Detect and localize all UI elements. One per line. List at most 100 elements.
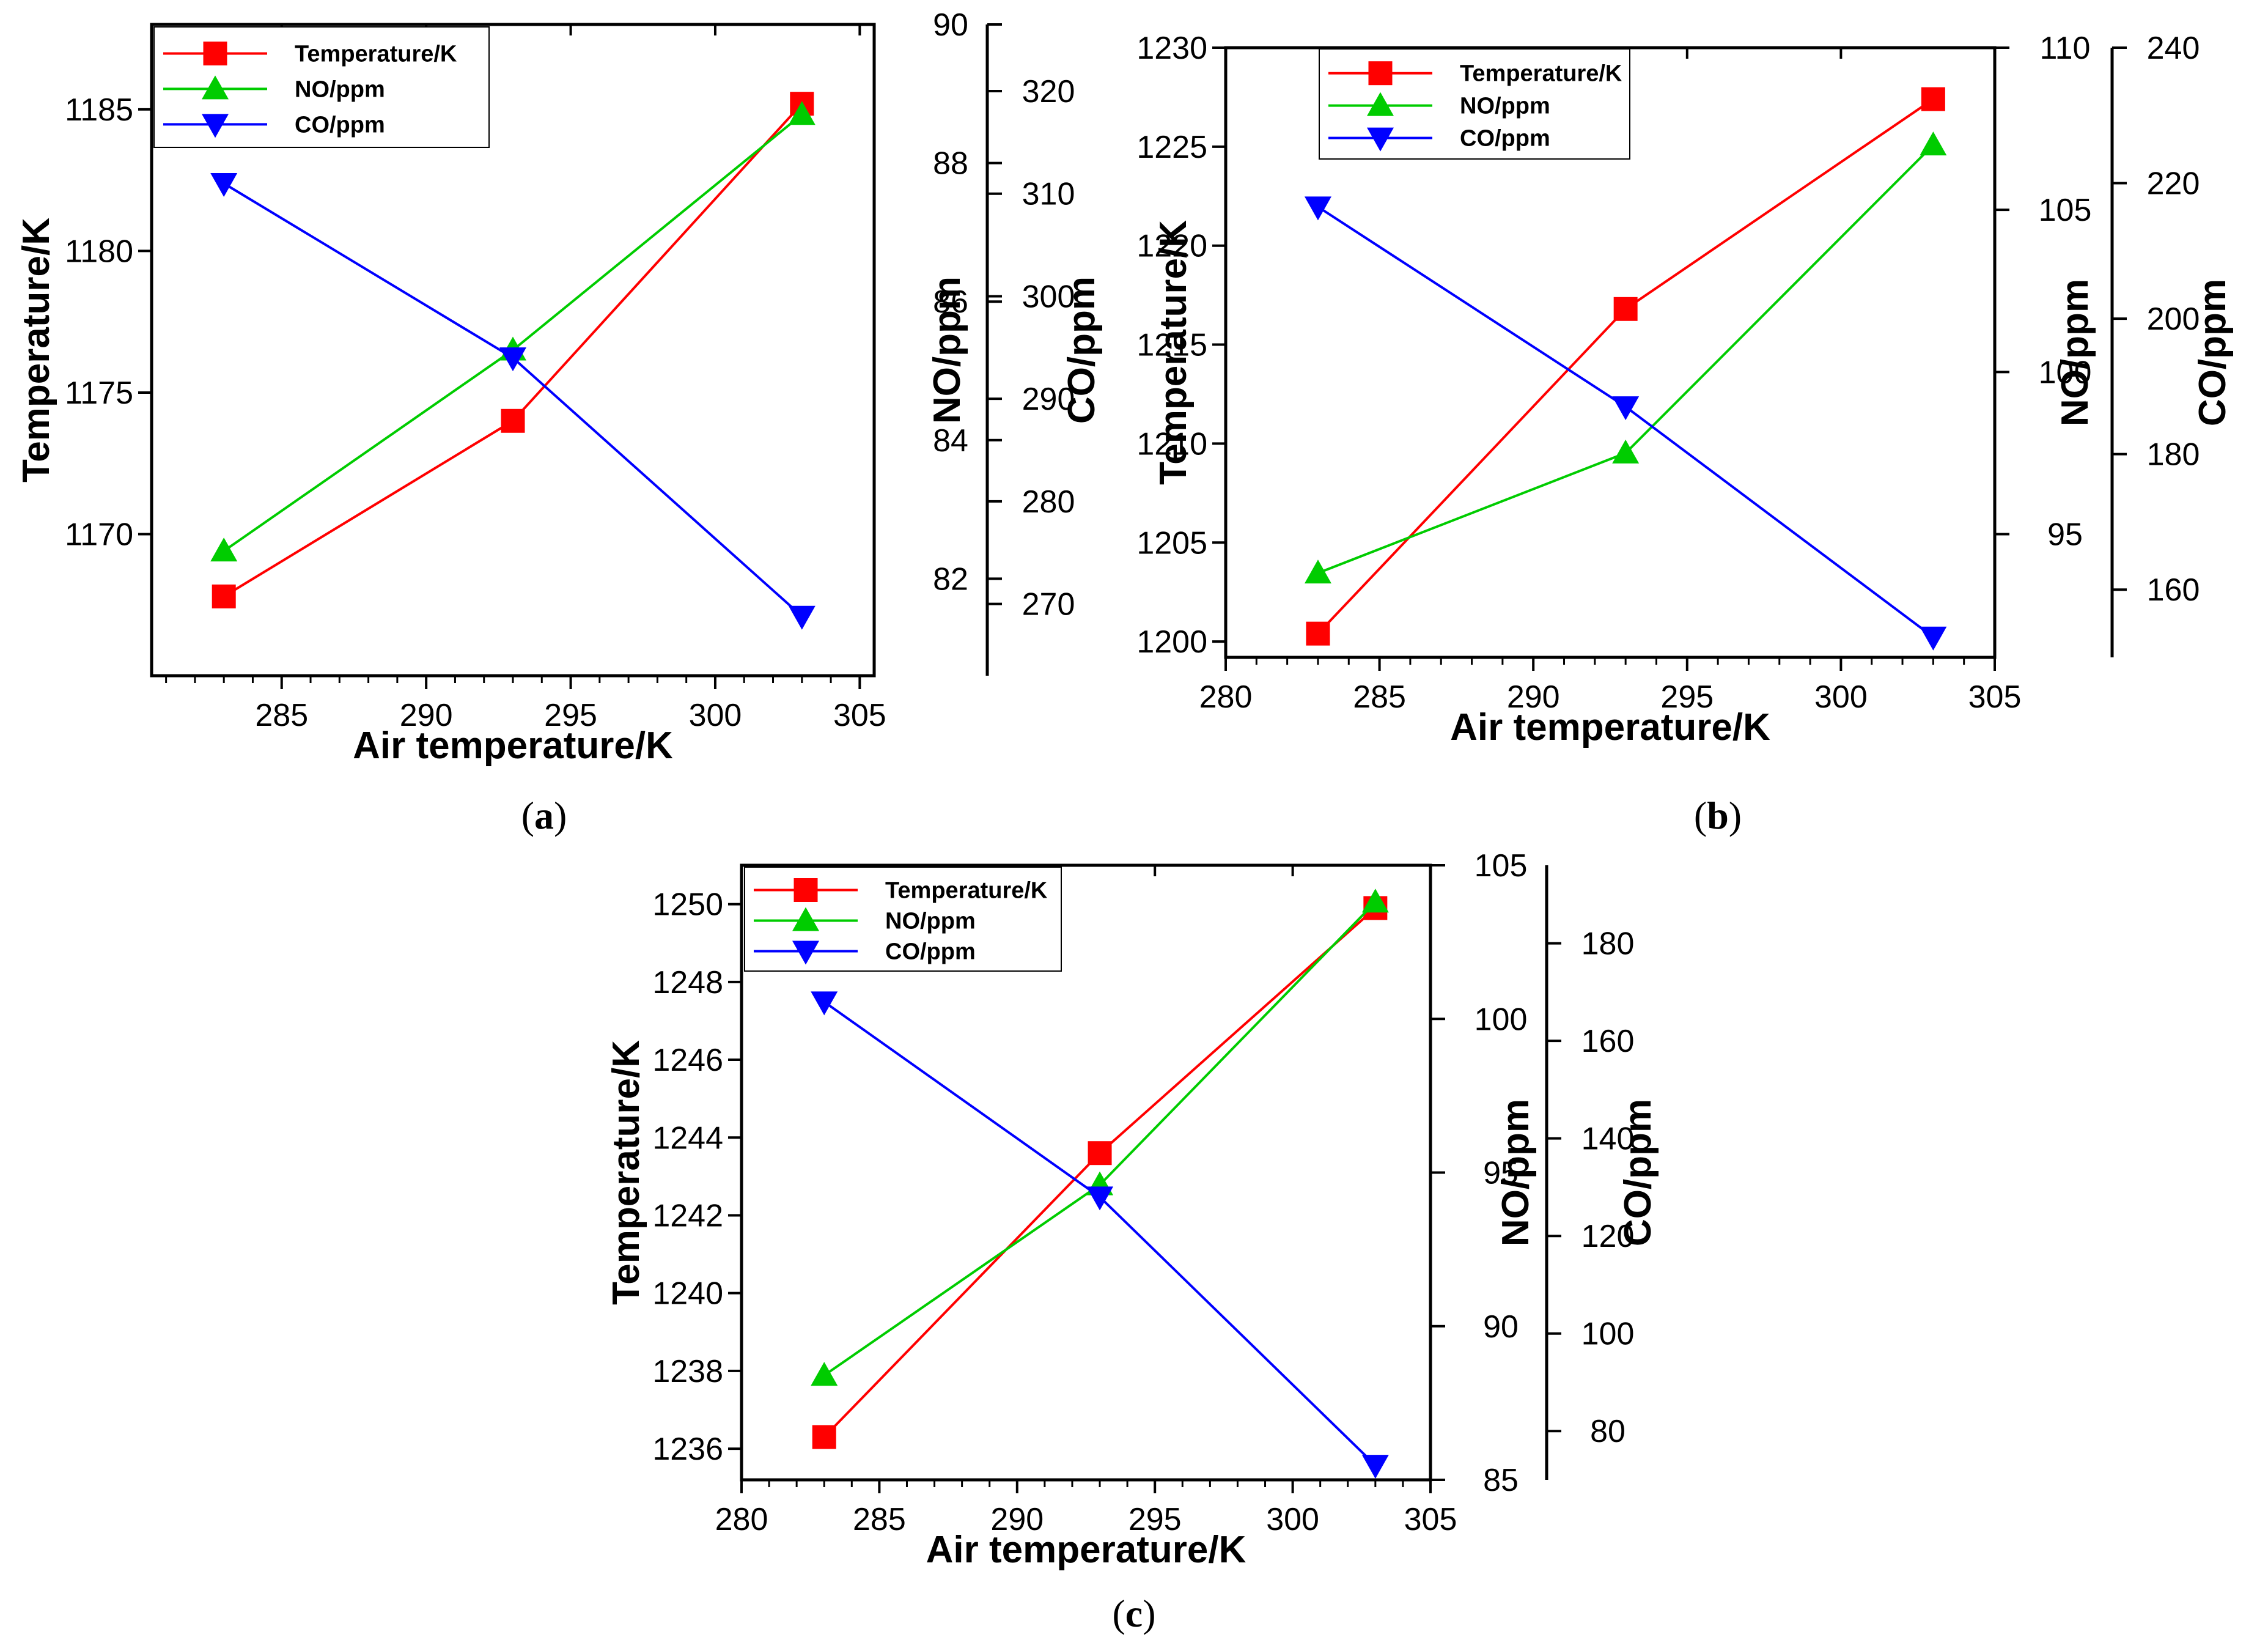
y-tick-label: 1205	[1136, 525, 1207, 561]
x-tick-label: 285	[853, 1502, 906, 1537]
series-line-triangle-down	[823, 1000, 1377, 1466]
y-tick-label: 1242	[652, 1198, 723, 1233]
data-point	[1613, 297, 1638, 321]
y-tick-label: 1240	[652, 1276, 723, 1312]
x-axis-title: Air temperature/K	[926, 1529, 1246, 1571]
panel-label-letter: b	[1707, 794, 1729, 837]
y2-tick-label: 90	[1483, 1309, 1519, 1345]
y2-tick-label: 84	[933, 423, 968, 459]
chart-panel-b: 280 285 290 295 300 305 1200 1205 1210 1215 1220 12…	[1136, 31, 2234, 837]
data-point	[210, 172, 238, 197]
y3-tick-label: 240	[2147, 31, 2200, 66]
y3-tick-label: 120	[1581, 1219, 1635, 1254]
y-tick-label: 1210	[1136, 426, 1207, 462]
y2-tick-label: 85	[1483, 1463, 1519, 1498]
panel-label-close: )	[1729, 794, 1742, 837]
data-point	[788, 605, 816, 630]
y2-axis-title: NO/ppm	[2054, 279, 2096, 426]
y2-tick-label: 100	[1475, 1002, 1528, 1037]
legend-marker	[202, 75, 229, 100]
x-tick-label: 290	[1507, 679, 1560, 715]
data-point	[812, 1425, 836, 1449]
legend-label: CO/ppm	[1460, 126, 1550, 152]
chart-panel-c: 280 285 290 295 300 305 1236 1238 1240 1242 1244 12…	[605, 848, 1659, 1635]
y2-axis-title: NO/ppm	[926, 276, 968, 424]
y-axis-title: Temperature/K	[15, 218, 57, 482]
y-tick-label: 1246	[652, 1043, 723, 1078]
y3-tick-label: 180	[1581, 926, 1635, 962]
panel-label-close: )	[554, 794, 567, 837]
y2-tick-label: 110	[2040, 31, 2091, 66]
y-tick-label: 1215	[1136, 328, 1207, 363]
legend-label: NO/ppm	[1460, 94, 1550, 119]
y-tick-label: 1238	[652, 1354, 723, 1389]
x-axis-title: Air temperature/K	[353, 725, 673, 767]
data-point	[1920, 131, 1947, 156]
x-tick-label: 305	[1968, 679, 2022, 715]
y-tick-label: 1225	[1136, 130, 1207, 165]
legend-marker	[792, 907, 819, 931]
panel-label: (b)	[1694, 794, 1742, 837]
series-line-triangle-up	[1317, 144, 1934, 574]
data-point	[1361, 1455, 1389, 1479]
panel-label-open: (	[1694, 794, 1707, 837]
y3-tick-label: 270	[1022, 587, 1075, 623]
y3-axis-title: CO/ppm	[1061, 276, 1103, 424]
panel-label: (a)	[521, 794, 567, 837]
y2-axis-title: NO/ppm	[1495, 1099, 1537, 1246]
panel-label-letter: c	[1125, 1592, 1143, 1635]
y2-tick-label: 100	[2039, 355, 2092, 390]
x-tick-label: 280	[1199, 679, 1253, 715]
panel-label-open: (	[1112, 1592, 1125, 1635]
y-tick-label: 1244	[652, 1120, 723, 1156]
y3-tick-label: 180	[2147, 437, 2200, 473]
panel-label-close: )	[1143, 1592, 1155, 1635]
legend-marker	[1367, 127, 1394, 152]
data-point	[212, 584, 236, 608]
legend-label: CO/ppm	[885, 939, 976, 965]
y2-tick-label: 90	[933, 7, 968, 43]
legend-marker	[202, 114, 229, 138]
x-axis-title: Air temperature/K	[1450, 706, 1770, 748]
y3-tick-label: 310	[1022, 177, 1075, 212]
legend-label: NO/ppm	[885, 909, 976, 934]
legend-label: CO/ppm	[295, 112, 385, 138]
x-tick-label: 290	[990, 1502, 1044, 1537]
legend-label: NO/ppm	[295, 76, 385, 102]
data-point	[1088, 1141, 1112, 1166]
y-tick-label: 1180	[65, 234, 133, 269]
data-point	[501, 408, 525, 433]
x-tick-label: 305	[1404, 1502, 1457, 1537]
y2-tick-label: 88	[933, 146, 968, 182]
x-tick-label: 285	[1353, 679, 1406, 715]
series-line-triangle-down	[1317, 205, 1934, 638]
data-point	[811, 991, 838, 1016]
data-point	[499, 347, 526, 372]
y3-axis-title: CO/ppm	[2192, 279, 2234, 426]
series-line-square	[1317, 98, 1934, 635]
y-tick-label: 1230	[1136, 31, 1207, 66]
data-point	[1304, 560, 1331, 584]
x-tick-label: 280	[715, 1502, 768, 1537]
data-point	[210, 538, 238, 562]
y3-axis-title: CO/ppm	[1617, 1099, 1659, 1246]
x-tick-label: 300	[689, 698, 742, 733]
legend-marker	[793, 878, 818, 902]
y2-tick-label: 95	[1483, 1156, 1519, 1191]
y2-tick-label: 82	[933, 561, 968, 597]
data-point	[1361, 889, 1389, 913]
y3-tick-label: 290	[1022, 382, 1075, 417]
y3-tick-label: 160	[2147, 572, 2200, 608]
legend-label: Temperature/K	[295, 41, 457, 67]
y3-tick-label: 100	[1581, 1317, 1635, 1352]
data-point	[1306, 621, 1330, 646]
legend: Temperature/K NO/ppm CO/ppm	[1319, 48, 1630, 160]
series-line-triangle-down	[223, 182, 803, 618]
legend-label: Temperature/K	[885, 878, 1048, 904]
data-point	[788, 101, 816, 125]
x-tick-label: 285	[255, 698, 308, 733]
series-line-triangle-up	[223, 113, 803, 552]
data-point	[811, 1362, 838, 1386]
panel-label: (c)	[1112, 1592, 1155, 1635]
